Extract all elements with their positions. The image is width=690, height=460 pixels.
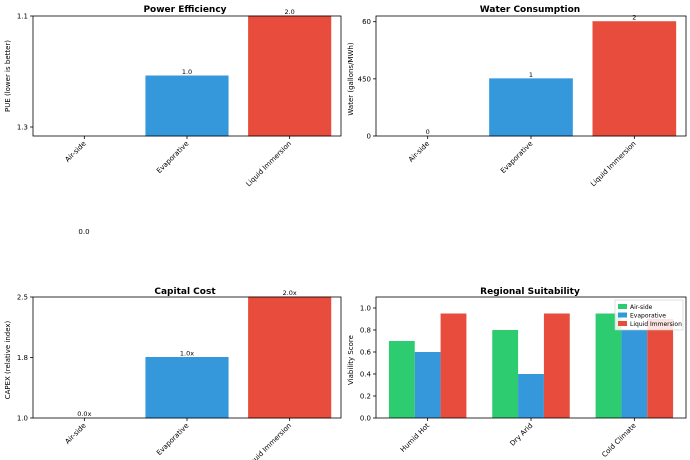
x-tick-label: Evaporative xyxy=(155,422,190,457)
bar-evaporative xyxy=(621,330,648,418)
legend-swatch xyxy=(618,312,627,318)
x-tick-label: Cold Climate xyxy=(600,422,637,459)
bar xyxy=(248,296,332,419)
y-tick-label: 60 xyxy=(362,18,371,26)
y-tick-label: 2.5 xyxy=(17,294,28,302)
chart-title: Power Efficiency xyxy=(143,5,226,15)
data-label: 0.0x xyxy=(77,410,91,418)
data-label: 1.0 xyxy=(182,68,192,76)
bar xyxy=(248,15,332,137)
data-label: 1.0x xyxy=(180,350,194,358)
y-axis-label: CAPEX (relative index) xyxy=(4,320,12,399)
y-axis-label: PUE (lower is better) xyxy=(4,40,12,112)
data-label: 0 xyxy=(426,128,430,136)
data-label: 2.0 xyxy=(284,8,294,16)
y-tick-label: 1.1 xyxy=(17,13,28,21)
y-tick-label: 0.8 xyxy=(360,327,371,335)
y-tick-label: 0 xyxy=(367,133,371,141)
bar xyxy=(145,75,229,137)
x-tick-label: Air-side xyxy=(64,140,88,164)
y-axis-label: Water (gallons/MWh) xyxy=(347,42,355,115)
chart-title: Capital Cost xyxy=(154,287,216,297)
plot-frame xyxy=(375,15,687,137)
y-tick-label: 450 xyxy=(358,75,371,83)
x-tick-label: Liquid Immersion xyxy=(245,422,293,460)
data-label: 2 xyxy=(632,14,636,22)
data-label: 1 xyxy=(529,71,533,79)
chart-regional-suitability: Regional Suitability Viability Score 0.0… xyxy=(347,287,687,459)
bar-air-side xyxy=(388,341,415,418)
y-tick-label: 1.3 xyxy=(17,124,28,132)
bar-air-side xyxy=(492,330,519,418)
y-tick-label: 1.8 xyxy=(17,354,28,362)
plot-frame xyxy=(32,296,342,419)
x-tick-label: Dry Arid xyxy=(508,422,534,448)
y-tick-label: 0.6 xyxy=(360,349,372,357)
legend-swatch xyxy=(618,321,627,326)
y-tick-label: 1.0 xyxy=(360,305,371,313)
chart-title: Regional Suitability xyxy=(480,287,580,297)
x-tick-label: Liquid Immersion xyxy=(589,140,637,188)
y-tick-label: 0.2 xyxy=(360,393,371,401)
legend-label: Evaporative xyxy=(630,313,666,320)
x-tick-label: Humid Hot xyxy=(399,422,431,454)
x-tick-label: Air-side xyxy=(407,140,431,164)
legend-label: Liquid Immersion xyxy=(630,321,682,328)
stray-value-label: 0.0 xyxy=(78,228,89,236)
chart-water-consumption: Water Consumption Water (gallons/MWh) 0 4… xyxy=(347,5,687,188)
y-tick-label: 0.4 xyxy=(360,371,372,379)
y-tick-label: 1.0 xyxy=(17,415,28,423)
bar-evaporative xyxy=(518,374,544,418)
bar-air-side xyxy=(595,313,622,418)
legend-swatch xyxy=(618,304,627,309)
bar-liquid-immersion xyxy=(647,319,674,418)
y-axis-label: Viability Score xyxy=(347,335,355,385)
bar-liquid-immersion xyxy=(543,313,570,418)
bar xyxy=(489,78,573,137)
bar-evaporative xyxy=(414,352,441,418)
bar xyxy=(592,21,677,137)
x-tick-label: Air-side xyxy=(64,422,88,446)
plot-frame xyxy=(32,15,342,137)
x-tick-label: Evaporative xyxy=(499,140,534,175)
plot-frame xyxy=(375,296,687,419)
data-label: 2.0x xyxy=(283,289,297,297)
chart-power-efficiency: Power Efficiency PUE (lower is better) 0… xyxy=(4,5,342,236)
x-tick-label: Evaporative xyxy=(155,140,190,175)
x-tick-label: Liquid Immersion xyxy=(245,140,293,188)
y-tick-label: 0.0 xyxy=(360,415,371,423)
chart-capital-cost: Capital Cost CAPEX (relative index) 1.0 1… xyxy=(4,287,342,460)
legend-label: Air-side xyxy=(630,304,653,311)
bar xyxy=(145,357,229,419)
bar-liquid-immersion xyxy=(440,313,467,418)
chart-title: Water Consumption xyxy=(480,5,580,15)
